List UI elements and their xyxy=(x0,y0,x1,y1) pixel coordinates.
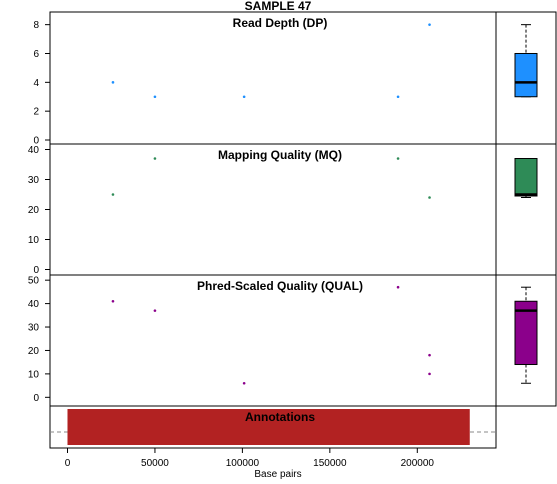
annotation-bar xyxy=(67,409,470,445)
x-tick-label: 0 xyxy=(65,458,71,469)
y-tick-label: 10 xyxy=(28,235,40,246)
data-point xyxy=(153,309,157,312)
boxplot-box xyxy=(514,158,538,197)
data-point xyxy=(428,196,431,199)
y-tick-label: 20 xyxy=(28,205,40,216)
data-point xyxy=(111,81,115,84)
data-point xyxy=(396,95,400,99)
data-point xyxy=(428,372,431,376)
data-point xyxy=(396,157,400,160)
boxplot-box xyxy=(514,300,538,366)
data-point xyxy=(428,353,431,357)
x-axis-label: Base pairs xyxy=(254,469,301,480)
y-tick-label: 20 xyxy=(28,346,40,357)
data-point xyxy=(153,157,157,160)
data-point xyxy=(111,299,115,303)
data-point xyxy=(111,193,115,196)
x-tick-label: 100000 xyxy=(226,458,260,469)
y-tick-label: 6 xyxy=(33,49,39,60)
x-tick-label: 200000 xyxy=(401,458,435,469)
y-tick-label: 50 xyxy=(28,276,40,287)
data-point xyxy=(153,95,157,99)
panel-frame xyxy=(49,11,497,145)
panel-frame xyxy=(49,274,497,407)
y-tick-label: 2 xyxy=(33,107,39,118)
chart-title: SAMPLE 47 xyxy=(245,0,312,13)
annotation-frame xyxy=(49,405,497,449)
y-tick-label: 0 xyxy=(33,136,39,147)
annotation-title: Annotations xyxy=(245,410,315,424)
panel-title: Mapping Quality (MQ) xyxy=(218,148,342,162)
data-point xyxy=(396,285,400,289)
boxplot-box xyxy=(514,52,538,98)
y-tick-label: 4 xyxy=(33,78,39,89)
data-point xyxy=(242,381,246,385)
y-tick-label: 30 xyxy=(28,175,40,186)
y-tick-label: 40 xyxy=(28,145,40,156)
x-tick-label: 50000 xyxy=(141,458,169,469)
panel-title: Phred-Scaled Quality (QUAL) xyxy=(197,279,363,293)
boxplot-frame xyxy=(495,274,557,407)
y-tick-label: 0 xyxy=(33,393,39,404)
panel-title: Read Depth (DP) xyxy=(233,16,328,30)
panel-frame xyxy=(49,143,497,276)
y-tick-label: 8 xyxy=(33,20,39,31)
y-tick-label: 0 xyxy=(33,265,39,276)
y-tick-label: 40 xyxy=(28,299,40,310)
y-tick-label: 10 xyxy=(28,369,40,380)
x-tick-label: 150000 xyxy=(313,458,347,469)
data-point xyxy=(428,23,431,26)
y-tick-label: 30 xyxy=(28,323,40,334)
data-point xyxy=(242,95,246,99)
